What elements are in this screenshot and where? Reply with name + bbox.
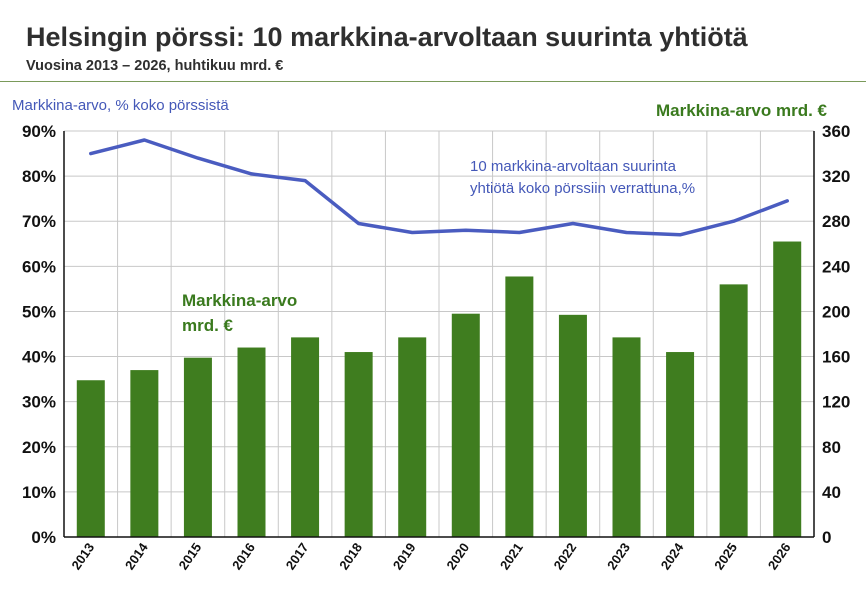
chart-title: Helsingin pörssi: 10 markkina-arvoltaan … [26, 22, 748, 52]
left-tick-label: 50% [22, 302, 56, 321]
right-tick-label: 80 [822, 438, 841, 457]
line-annotation: yhtiötä koko pörssiin verrattuna,% [470, 180, 695, 197]
bar [291, 337, 320, 537]
x-tick-label: 2023 [604, 540, 633, 572]
left-tick-label: 30% [22, 393, 56, 412]
x-tick-label: 2024 [658, 539, 687, 572]
line-point [464, 228, 468, 232]
x-tick-label: 2016 [229, 540, 258, 572]
x-tick-label: 2017 [283, 540, 312, 572]
left-tick-label: 20% [22, 438, 56, 457]
x-tick-label: 2026 [765, 540, 794, 572]
right-tick-label: 320 [822, 167, 850, 186]
right-tick-label: 40 [822, 483, 841, 502]
bar [666, 352, 695, 537]
bar [183, 357, 212, 537]
x-tick-label: 2020 [443, 540, 472, 572]
x-tick-label: 2019 [390, 540, 419, 572]
bar-annotation: Markkina-arvo [182, 291, 297, 310]
bar [130, 370, 159, 537]
bar [398, 337, 427, 537]
line-path [89, 138, 789, 237]
bar [505, 276, 534, 537]
line-point [625, 231, 628, 234]
left-tick-label: 40% [22, 348, 56, 367]
bar [76, 380, 105, 537]
x-tick-label: 2025 [711, 540, 740, 572]
line-annotation: 10 markkina-arvoltaan suurinta [470, 158, 677, 175]
x-tick-label: 2014 [122, 539, 151, 572]
left-tick-label: 70% [22, 212, 56, 231]
right-tick-label: 200 [822, 302, 850, 321]
line-point [732, 219, 736, 223]
bar [719, 284, 748, 537]
line-point [410, 231, 414, 234]
right-tick-label: 360 [822, 122, 850, 141]
x-tick-label: 2018 [336, 540, 365, 572]
gridlines [63, 130, 815, 538]
x-tick-label: 2013 [68, 540, 97, 572]
line-point [357, 221, 361, 225]
right-tick-label: 240 [822, 257, 850, 276]
bar-series [76, 241, 802, 537]
line-point [142, 138, 146, 142]
bar [344, 352, 373, 537]
line-point [196, 156, 200, 160]
left-tick-label: 60% [22, 257, 56, 276]
left-axis-title: Markkina-arvo, % koko pörssistä [12, 97, 229, 114]
annotations: 10 markkina-arvoltaan suurinta yhtiötä ko… [182, 158, 695, 335]
right-tick-label: 0 [822, 528, 831, 547]
line-point [303, 179, 307, 183]
line-point [89, 152, 93, 156]
bar [558, 314, 587, 537]
chart-subtitle: Vuosina 2013 – 2026, huhtikuu mrd. € [26, 58, 284, 74]
line-point [678, 233, 682, 237]
line-point [250, 172, 253, 176]
bar-annotation: mrd. € [182, 316, 234, 335]
line-series [89, 138, 789, 237]
line-point [785, 199, 789, 203]
right-tick-label: 120 [822, 393, 850, 412]
left-tick-label: 90% [22, 122, 56, 141]
bar [773, 241, 802, 537]
x-tick-label: 2021 [497, 540, 526, 572]
line-point [517, 231, 521, 234]
line-point [571, 221, 575, 225]
left-tick-label: 10% [22, 483, 56, 502]
x-tick-label: 2015 [176, 540, 205, 572]
bar [237, 347, 266, 537]
bar [451, 313, 480, 537]
x-tick-label: 2022 [551, 540, 580, 572]
right-tick-label: 280 [822, 212, 850, 231]
title-divider [0, 81, 866, 82]
left-tick-label: 0% [31, 528, 56, 547]
right-axis-title: Markkina-arvo mrd. € [656, 101, 828, 120]
bar [612, 337, 641, 537]
left-tick-label: 80% [22, 167, 56, 186]
right-tick-label: 160 [822, 348, 850, 367]
